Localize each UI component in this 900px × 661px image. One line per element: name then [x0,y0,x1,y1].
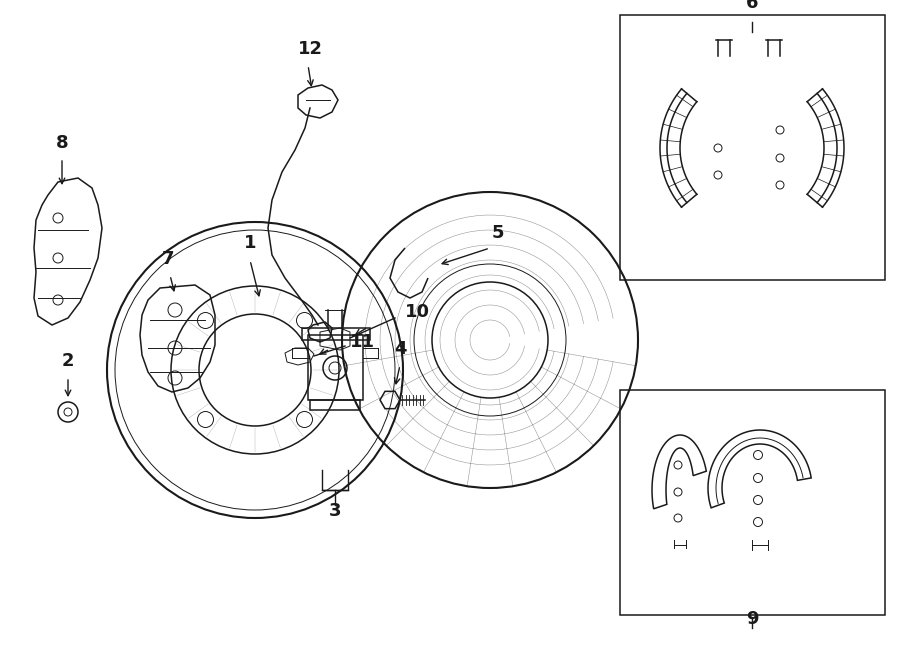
Bar [620,15,885,280]
Text: 8: 8 [56,134,68,152]
Text: 6: 6 [746,0,758,12]
Text: 5: 5 [491,224,504,242]
Text: 10: 10 [405,303,430,321]
Text: 7: 7 [162,250,175,268]
Text: 1: 1 [244,234,256,252]
Text: 2: 2 [62,352,74,370]
Bar [310,400,360,410]
Text: 12: 12 [298,40,322,58]
Bar [302,328,370,340]
Text: 9: 9 [746,610,758,628]
Bar [620,390,885,615]
Bar [308,335,363,400]
Text: 11: 11 [350,333,375,351]
Text: 4: 4 [394,340,406,358]
Text: 3: 3 [328,502,341,520]
